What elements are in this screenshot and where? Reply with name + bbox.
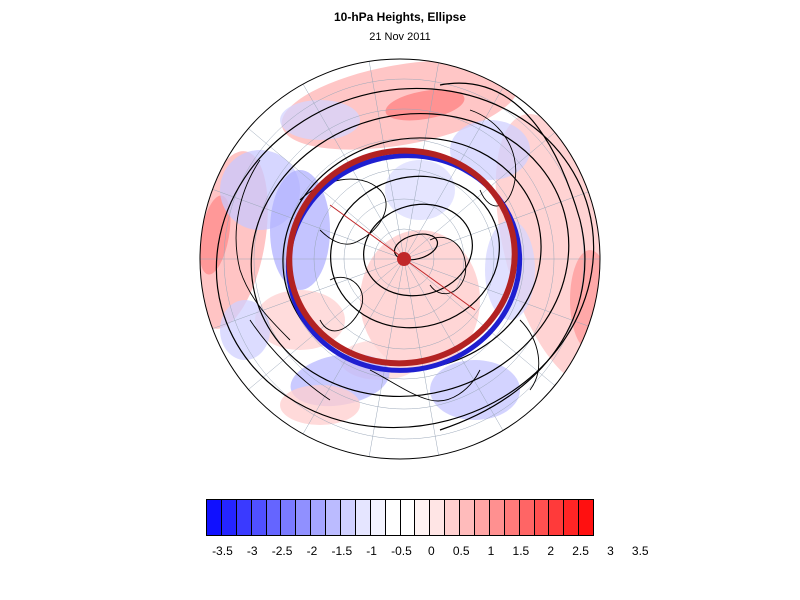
colorbar-cell <box>236 500 252 535</box>
colorbar-cell <box>281 500 297 535</box>
ellipse-red <box>286 147 518 367</box>
vortex-center-marker <box>397 252 411 266</box>
anomaly-patch <box>280 385 360 425</box>
colorbar <box>206 499 594 536</box>
anomaly-patch <box>200 195 231 275</box>
colorbar-cell <box>311 500 327 535</box>
height-contour <box>439 82 586 431</box>
colorbar-cell <box>221 500 237 535</box>
map-title: 10-hPa Heights, Ellipse <box>333 10 467 24</box>
meridian-line <box>403 258 573 401</box>
colorbar-cell <box>415 500 431 535</box>
colorbar-tick-label: -3.5 <box>212 544 233 558</box>
colorbar-tick-label: -3 <box>246 544 258 558</box>
colorbar-cell <box>519 500 535 535</box>
colorbar-tick-label: 3 <box>607 544 614 558</box>
colorbar-tick-label: 2 <box>547 544 555 558</box>
colorbar-tick-label: 3.5 <box>631 544 649 558</box>
anomaly-patch <box>385 89 465 121</box>
anomaly-patch <box>280 100 360 140</box>
height-contour <box>250 112 570 398</box>
anomaly-patch <box>430 360 520 420</box>
colorbar-tick-label: -2.5 <box>271 544 293 558</box>
height-contours <box>215 82 595 431</box>
coastline <box>319 276 364 332</box>
height-contour <box>393 233 439 261</box>
colorbar-tick-label: -1 <box>366 544 377 558</box>
colorbar-cell <box>534 500 550 535</box>
colorbar-tick-label: 0.5 <box>452 544 470 558</box>
colorbar-cell <box>579 500 594 535</box>
colorbar-cell <box>251 500 267 535</box>
coastline <box>249 319 331 401</box>
colorbar-tick-label: 2.5 <box>572 544 589 558</box>
coastline <box>519 319 540 391</box>
colorbar-cell <box>296 500 312 535</box>
colorbar-cell <box>341 500 356 535</box>
colorbar-cell <box>460 500 476 535</box>
height-contour <box>215 87 595 429</box>
colorbar-cell <box>475 500 490 535</box>
colorbar-tick-label: -1.5 <box>331 544 353 558</box>
colorbar-cell <box>355 500 371 535</box>
colorbar-tick-label: 1 <box>487 544 495 558</box>
anomaly-patch <box>450 120 530 180</box>
anomaly-patch <box>385 160 455 220</box>
coastline <box>429 237 467 295</box>
map-border <box>199 58 601 460</box>
colorbar-tick-label: 1.5 <box>512 544 530 558</box>
colorbar-cell <box>326 500 342 535</box>
anomaly-patch <box>220 300 270 360</box>
colorbar-cell <box>504 500 520 535</box>
colorbar-tick-label: -0.5 <box>391 544 412 558</box>
colorbar-cell <box>400 500 416 535</box>
coastline <box>235 159 291 341</box>
coastline <box>369 369 481 402</box>
colorbar-cell <box>564 500 580 535</box>
map-date: 21 Nov 2011 <box>369 31 431 43</box>
colorbar-cell <box>489 500 505 535</box>
colorbar-cell <box>370 500 386 535</box>
colorbar-tick-label: -2 <box>306 544 318 558</box>
colorbar-tick-label: 0 <box>427 544 435 558</box>
anomaly-patch <box>570 250 600 350</box>
meridian-line <box>200 258 405 335</box>
height-contour <box>330 175 500 329</box>
colorbar-cell <box>266 500 282 535</box>
colorbar-cell <box>207 500 222 535</box>
height-contour <box>363 203 473 297</box>
colorbar-cell <box>445 500 461 535</box>
coastlines <box>235 109 540 402</box>
colorbar-cell <box>430 500 446 535</box>
colorbar-cell <box>549 500 565 535</box>
coastline <box>469 109 517 207</box>
anomaly-patch <box>360 230 480 370</box>
anomaly-patch <box>485 220 535 320</box>
colorbar-cell <box>385 500 401 535</box>
